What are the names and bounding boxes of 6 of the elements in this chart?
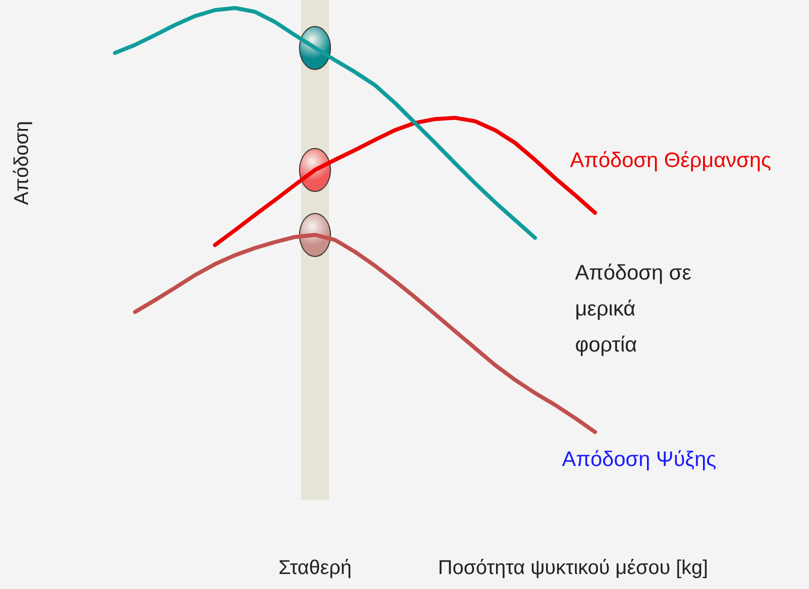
text: Ποσότητα ψυκτικού μέσου [kg] <box>438 557 708 579</box>
series-label: Απόδοση Ψύξης <box>562 448 716 471</box>
text: Σταθερή <box>278 557 352 579</box>
text: Απόδοση σε μερικά φορτία <box>575 261 698 356</box>
y-axis-title: Απόδοση <box>11 121 33 205</box>
series-label: Απόδοση Θέρμανσης <box>570 148 772 172</box>
